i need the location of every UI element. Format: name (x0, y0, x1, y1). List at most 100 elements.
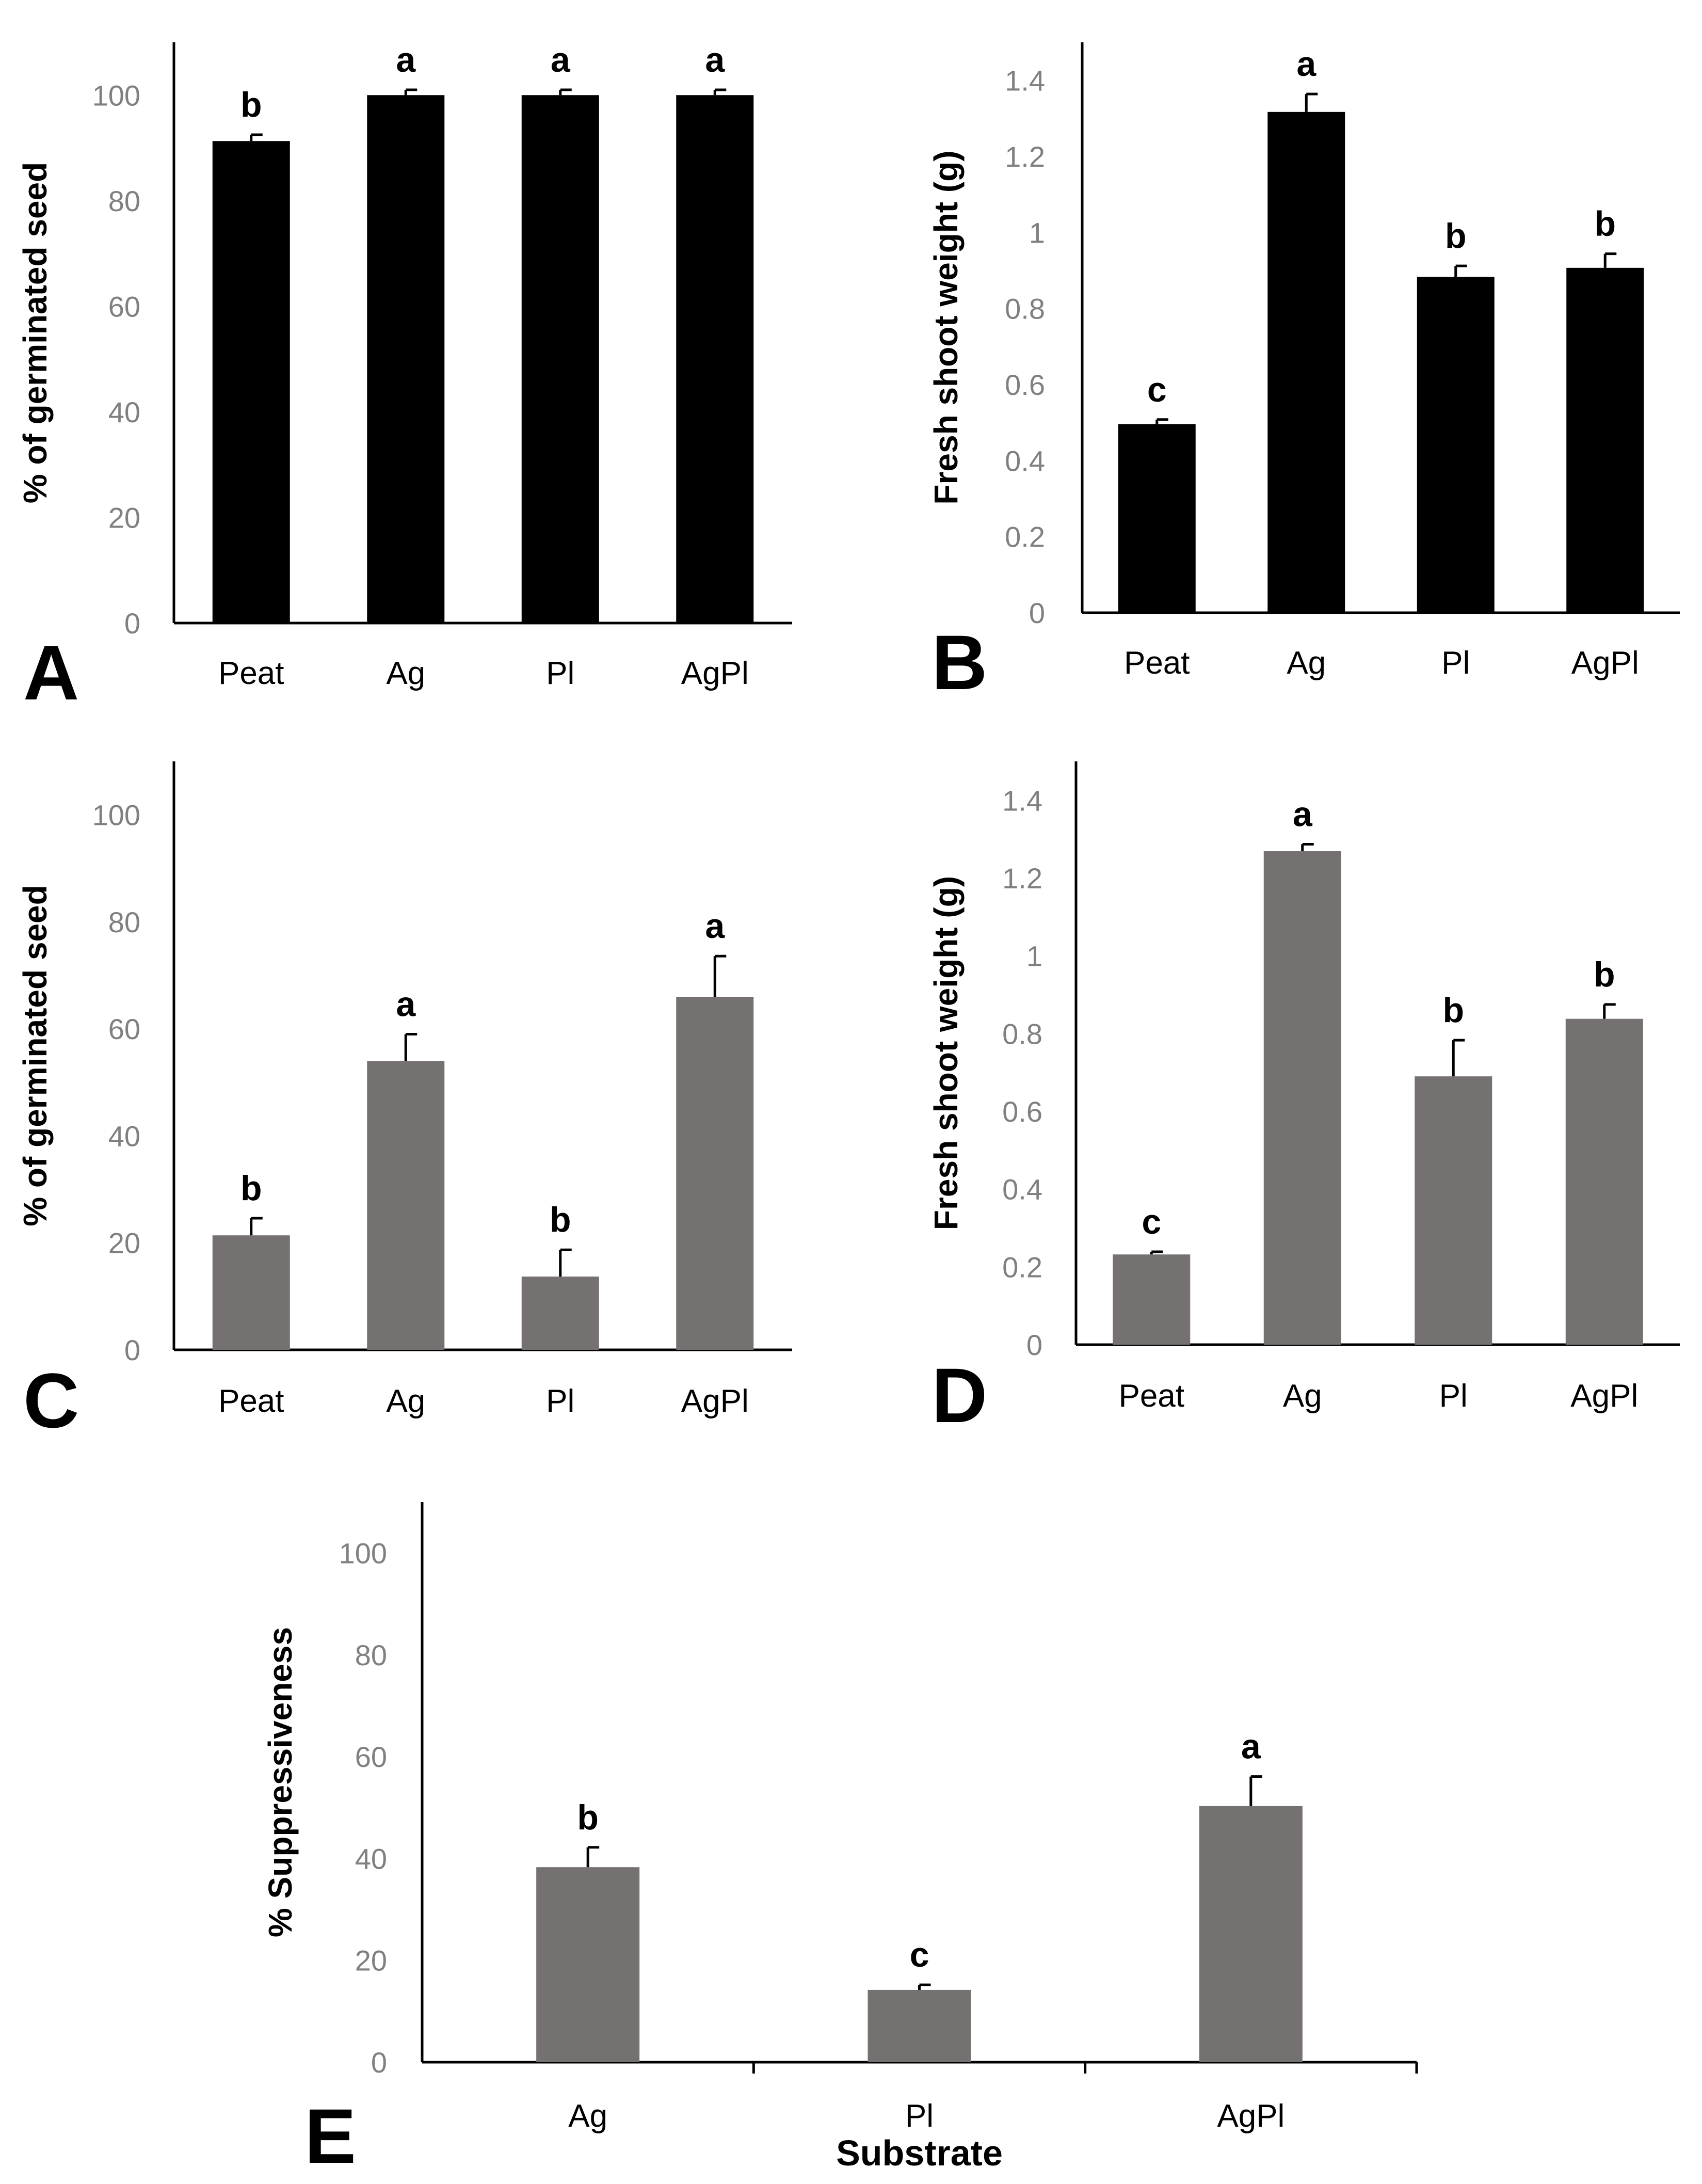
bar-pl (1417, 277, 1495, 613)
y-axis-title: % of germinated seed (17, 885, 54, 1226)
bar-pl (521, 1277, 599, 1350)
x-axis-title: Substrate (836, 2133, 1003, 2173)
significance-letter: c (910, 1935, 929, 1974)
y-axis-title: % Suppressiveness (262, 1627, 299, 1937)
y-tick-label: 0 (1026, 1329, 1042, 1361)
bar-agpl (1199, 1806, 1303, 2062)
x-category-label: Peat (1124, 645, 1190, 681)
y-tick-label: 1 (1026, 940, 1042, 973)
panel-label-e: E (304, 2093, 356, 2179)
y-axis-title: Fresh shoot weight (g) (927, 150, 965, 504)
x-category-label: Peat (218, 1383, 284, 1419)
bar-agpl (676, 997, 754, 1350)
bar-pl (868, 1989, 971, 2062)
x-category-label: Pl (546, 656, 574, 691)
y-tick-label: 0 (1029, 597, 1045, 629)
significance-letter: a (396, 40, 416, 79)
chart-panel-d: 0 0.2 0.4 0.6 0.8 1 1.2 1.4 c Peat a Ag b Pl b AgPl Fres… (927, 761, 1680, 1439)
y-tick-label: 100 (339, 1537, 387, 1570)
x-category-label: Ag (1287, 645, 1326, 681)
y-tick-label: 20 (355, 1944, 387, 1977)
significance-letter: a (396, 985, 416, 1024)
bar-peat (1113, 1254, 1191, 1345)
significance-letter: b (240, 85, 262, 124)
significance-letter: a (705, 906, 725, 946)
y-tick-label: 80 (355, 1639, 387, 1671)
bar-agpl (1566, 267, 1644, 613)
significance-letter: a (705, 40, 725, 79)
panel-label-a: A (23, 629, 79, 716)
x-category-label: AgPl (1571, 645, 1639, 681)
y-tick-label: 0.6 (1002, 1095, 1042, 1128)
bar-ag (1267, 111, 1345, 613)
y-tick-label: 60 (108, 1013, 140, 1045)
significance-letter: b (1442, 991, 1464, 1030)
bar-peat (212, 141, 290, 623)
significance-letter: b (1445, 216, 1467, 256)
significance-letter: a (551, 40, 571, 79)
x-category-label: Ag (386, 656, 425, 691)
significance-letter: b (1594, 204, 1616, 244)
y-tick-label: 0 (371, 2046, 387, 2079)
panel-label-c: C (23, 1357, 79, 1444)
x-category-label: Peat (1118, 1378, 1184, 1414)
bar-agpl (1565, 1018, 1643, 1345)
x-category-label: AgPl (1570, 1378, 1638, 1414)
x-category-label: Ag (1283, 1378, 1322, 1414)
y-axis-title: Fresh shoot weight (g) (927, 876, 965, 1230)
x-category-label: Ag (568, 2098, 607, 2134)
chart-panel-e: 0 20 40 60 80 100 b Ag c Pl a AgPl % Suppressiveness… (262, 1502, 1418, 2179)
bar-pl (1415, 1076, 1492, 1345)
x-category-label: Pl (905, 2098, 934, 2134)
bar-ag (367, 95, 445, 624)
panel-label-b: B (932, 619, 987, 706)
y-tick-label: 0.2 (1005, 521, 1045, 553)
y-tick-label: 1.2 (1002, 862, 1042, 895)
y-tick-label: 0.8 (1002, 1017, 1042, 1050)
significance-letter: b (240, 1169, 262, 1208)
chart-panel-c: 0 20 40 60 80 100 b Peat a Ag b Pl a AgPl % of germina… (17, 761, 792, 1444)
significance-letter: b (550, 1200, 571, 1239)
y-tick-label: 20 (108, 501, 140, 534)
significance-letter: b (1594, 955, 1615, 994)
bar-ag (367, 1061, 445, 1350)
y-tick-label: 0.4 (1005, 444, 1045, 477)
significance-letter: c (1147, 370, 1167, 409)
y-tick-label: 1.2 (1005, 140, 1045, 173)
y-tick-label: 0 (124, 607, 140, 640)
y-tick-label: 40 (355, 1842, 387, 1875)
x-category-label: AgPl (681, 656, 749, 691)
y-tick-label: 0.4 (1002, 1173, 1042, 1206)
y-tick-label: 40 (108, 1120, 140, 1152)
y-tick-label: 100 (92, 79, 140, 111)
y-axis-title: % of germinated seed (17, 162, 54, 504)
y-tick-label: 80 (108, 185, 140, 217)
y-tick-label: 100 (92, 799, 140, 832)
significance-letter: a (1296, 44, 1316, 84)
x-category-label: Peat (218, 656, 284, 691)
bar-ag (536, 1867, 640, 2062)
bar-pl (521, 95, 599, 624)
bar-peat (212, 1235, 290, 1350)
significance-letter: b (577, 1798, 599, 1837)
x-category-label: AgPl (681, 1383, 749, 1419)
y-tick-label: 0.8 (1005, 293, 1045, 325)
y-tick-label: 1 (1029, 216, 1045, 249)
y-tick-label: 0.2 (1002, 1251, 1042, 1283)
significance-letter: c (1142, 1202, 1161, 1241)
x-category-label: AgPl (1217, 2098, 1284, 2134)
significance-letter: a (1241, 1727, 1261, 1766)
chart-panel-a: 0 20 40 60 80 100 b Peat a Ag a Pl a AgPl % of germina… (17, 40, 792, 716)
panel-label-d: D (932, 1352, 987, 1439)
y-tick-label: 0.6 (1005, 369, 1045, 401)
y-tick-label: 1.4 (1002, 784, 1042, 817)
significance-letter: a (1293, 794, 1313, 834)
x-category-label: Pl (1439, 1378, 1468, 1414)
x-category-label: Ag (386, 1383, 425, 1419)
y-tick-label: 1.4 (1005, 65, 1045, 97)
y-tick-label: 80 (108, 906, 140, 938)
y-tick-label: 40 (108, 396, 140, 428)
x-category-label: Pl (546, 1383, 574, 1419)
bar-ag (1263, 851, 1341, 1345)
